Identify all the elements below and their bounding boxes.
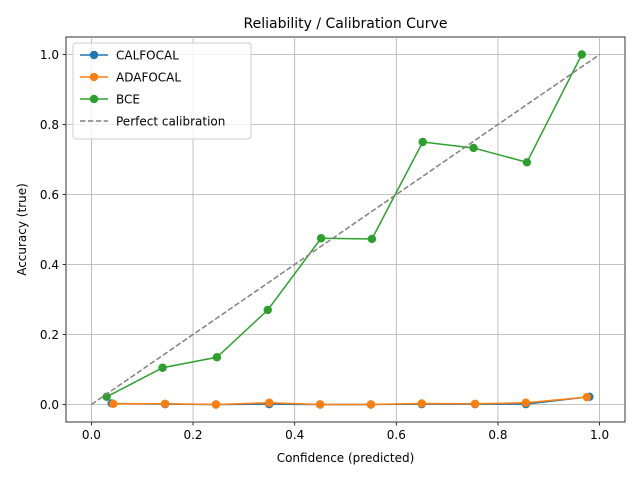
data-point — [265, 398, 274, 407]
x-tick-label: 1.0 — [590, 428, 609, 442]
legend-box — [72, 42, 252, 140]
legend-item: CALFOCAL — [80, 49, 179, 63]
series-bce — [102, 50, 587, 401]
series-calfocal — [107, 392, 594, 409]
legend-label: Perfect calibration — [116, 115, 225, 129]
data-point — [212, 353, 222, 362]
chart-title: Reliability / Calibration Curve — [244, 16, 448, 32]
data-point — [158, 363, 167, 372]
series-line — [113, 396, 587, 406]
data-point — [367, 234, 377, 244]
series-layer — [90, 50, 601, 409]
data-point — [211, 400, 221, 409]
y-tick-label: 0.8 — [40, 118, 59, 132]
data-point — [366, 400, 376, 409]
y-tick-label: 0.6 — [40, 188, 59, 202]
data-point — [109, 399, 118, 408]
data-point — [315, 400, 325, 409]
x-tick-label: 0.6 — [387, 428, 406, 442]
legend-marker — [89, 72, 99, 82]
series-line — [106, 54, 583, 398]
x-tick-label: 0.2 — [183, 428, 202, 442]
data-point — [521, 398, 531, 407]
legend-item: Perfect calibration — [80, 115, 225, 129]
legend-label: ADAFOCAL — [116, 71, 181, 85]
data-point — [316, 234, 326, 243]
data-point — [418, 137, 427, 147]
data-point — [577, 50, 587, 59]
plot-frame — [65, 36, 626, 423]
series-line — [90, 53, 601, 406]
y-tick-label: 1.0 — [40, 48, 59, 62]
x-tick-label: 0.4 — [285, 428, 304, 442]
legend: CALFOCAL ADAFOCAL BCE Perfect calibration — [72, 42, 252, 140]
data-point — [470, 399, 480, 408]
y-tick-label: 0.0 — [40, 398, 59, 412]
legend-item: ADAFOCAL — [80, 71, 181, 85]
x-tick-label: 0.8 — [488, 428, 507, 442]
ticks: 0.0 0.2 0.4 0.6 0.8 1.0 0.0 0.2 0.4 0.6 0.8 1.0 — [40, 48, 609, 442]
data-point — [160, 399, 170, 408]
y-tick-label: 0.4 — [40, 258, 59, 272]
legend-marker — [89, 50, 99, 60]
x-axis-label: Confidence (predicted) — [277, 451, 415, 465]
legend-marker — [89, 94, 99, 104]
data-point — [417, 399, 426, 408]
x-tick-label: 0.0 — [82, 428, 101, 442]
y-axis-label: Accuracy (true) — [15, 183, 29, 276]
data-point — [582, 392, 592, 402]
legend-label: BCE — [116, 93, 140, 107]
legend-label: CALFOCAL — [116, 49, 179, 63]
data-point — [522, 158, 532, 167]
data-point — [263, 305, 272, 315]
y-tick-label: 0.2 — [40, 328, 59, 342]
legend-item: BCE — [80, 93, 140, 107]
data-point — [469, 143, 478, 153]
series-adafocal — [109, 392, 592, 409]
series-perfect-calibration — [90, 53, 601, 406]
